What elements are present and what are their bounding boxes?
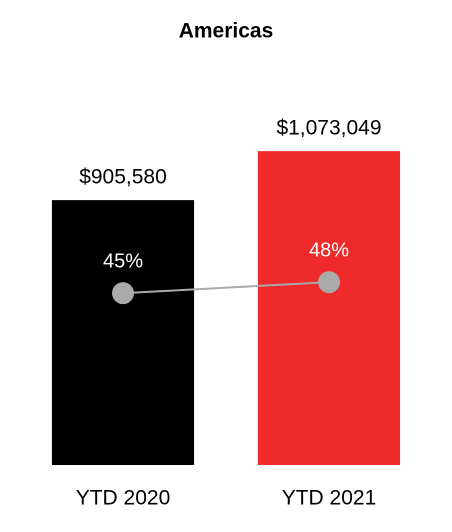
x-tick-label: YTD 2021 — [282, 487, 377, 510]
value-label: 48% — [309, 239, 349, 261]
value-label: 45% — [103, 250, 143, 272]
line-point — [112, 282, 134, 305]
bar — [257, 151, 401, 465]
value-label: $905,580 — [79, 166, 167, 189]
line-point — [318, 271, 340, 294]
chart-title: Americas — [179, 20, 274, 43]
value-label: $1,073,049 — [276, 117, 381, 140]
x-tick-label: YTD 2020 — [76, 487, 171, 510]
line — [122, 281, 330, 295]
bar — [51, 200, 195, 465]
